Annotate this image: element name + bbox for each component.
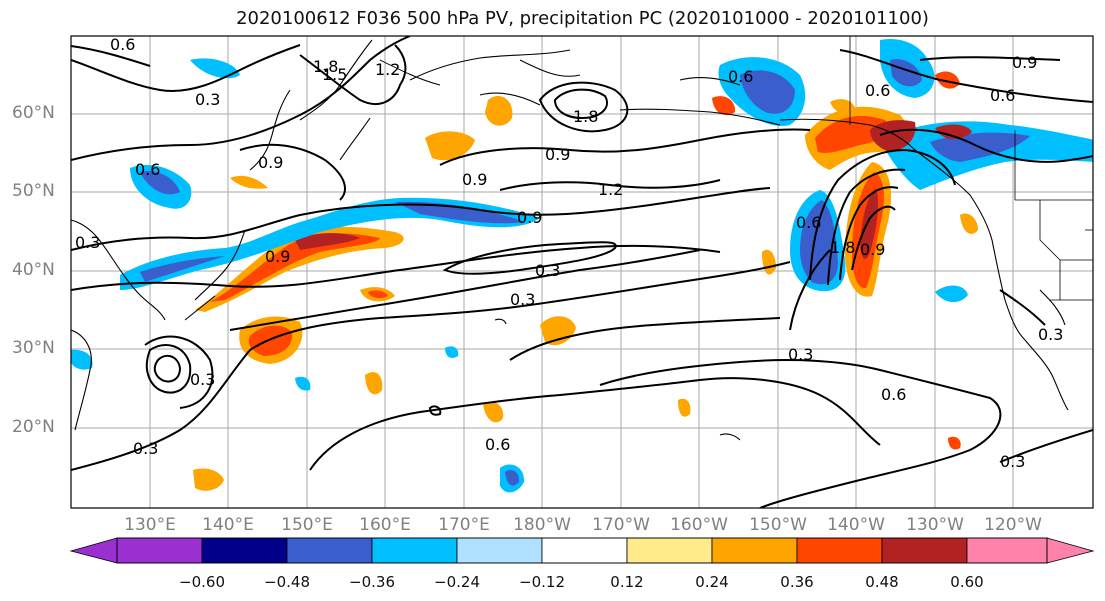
colorbar-tick-label: 0.12 xyxy=(610,573,644,591)
contour-label: 1.8 xyxy=(830,238,855,257)
lat-label-60n: 60°N xyxy=(12,103,55,123)
contour-label: 0.6 xyxy=(485,435,510,454)
contour-label: 1.5 xyxy=(322,65,347,84)
lon-label-140e: 140°E xyxy=(202,515,254,535)
contour-label: 0.3 xyxy=(535,261,560,280)
coastlines xyxy=(71,39,1069,441)
lon-label-170w: 170°W xyxy=(592,515,650,535)
colorbar-segment xyxy=(456,537,543,564)
colorbar-segment xyxy=(69,537,118,564)
lat-label-30n: 30°N xyxy=(12,338,55,358)
contour-label: 1.8 xyxy=(573,107,598,126)
lon-label-150w: 150°W xyxy=(749,515,807,535)
map-title: 2020100612 F036 500 hPa PV, precipitatio… xyxy=(236,8,929,29)
colorbar-tick-label: −0.12 xyxy=(519,573,565,591)
colorbar-segment xyxy=(541,537,628,564)
contour-label: 0.3 xyxy=(133,439,158,458)
colorbar-tick-label: 0.36 xyxy=(780,573,814,591)
colorbar-segment xyxy=(286,537,373,564)
contour-label: 0.6 xyxy=(110,35,135,54)
lon-label-160w: 160°W xyxy=(670,515,728,535)
colorbar-tick-label: −0.48 xyxy=(264,573,310,591)
colorbar-tick-label: −0.60 xyxy=(179,573,225,591)
lon-label-130e: 130°E xyxy=(124,515,176,535)
contour-label: 1.2 xyxy=(375,60,400,79)
lon-label-140w: 140°W xyxy=(827,515,885,535)
lon-label-150e: 150°E xyxy=(281,515,333,535)
contour-label: 0.6 xyxy=(990,86,1015,105)
contour-label: 0.9 xyxy=(258,153,283,172)
contour-label: 0.3 xyxy=(75,233,100,252)
contour-label: 1.8 xyxy=(313,57,338,76)
lon-label-170e: 170°E xyxy=(438,515,490,535)
colorbar-segment xyxy=(626,537,713,564)
colorbar-segment xyxy=(371,537,458,564)
pv-contours xyxy=(71,36,1093,508)
contour-label: 0.3 xyxy=(195,90,220,109)
contour-label: 0.6 xyxy=(881,385,906,404)
lon-label-180w: 180°W xyxy=(513,515,571,535)
contour-label: 0.6 xyxy=(796,213,821,232)
colorbar-tick-label: 0.24 xyxy=(695,573,729,591)
contour-label: 0.3 xyxy=(1038,325,1063,344)
colorbar-segment xyxy=(201,537,288,564)
contour-label: 0.3 xyxy=(788,345,813,364)
contour-label: 0.3 xyxy=(510,290,535,309)
colorbar-segment xyxy=(881,537,968,564)
lat-label-20n: 20°N xyxy=(12,417,55,437)
lat-label-50n: 50°N xyxy=(12,181,55,201)
map-background xyxy=(71,36,1093,508)
colorbar-segment xyxy=(1046,537,1095,564)
colorbar-tick-label: −0.36 xyxy=(349,573,395,591)
lon-label-120w: 120°W xyxy=(984,515,1042,535)
contour-label: 0.9 xyxy=(265,247,290,266)
contour-labels: 0.6 1.8 1.5 1.2 0.3 1.8 0.6 0.9 0.6 0.9 … xyxy=(75,35,1063,471)
precip-shading xyxy=(71,38,1093,493)
contour-label: 0.9 xyxy=(860,240,885,259)
colorbar-tick-label: 0.60 xyxy=(950,573,984,591)
colorbar-tick-label: 0.48 xyxy=(865,573,899,591)
map-frame xyxy=(70,35,1094,509)
lon-label-160e: 160°E xyxy=(359,515,411,535)
contour-label: 0.6 xyxy=(728,67,753,86)
lat-label-40n: 40°N xyxy=(12,260,55,280)
contour-label: 0.9 xyxy=(517,208,542,227)
lon-label-130w: 130°W xyxy=(906,515,964,535)
colorbar-segment xyxy=(796,537,883,564)
contour-label: 0.9 xyxy=(545,145,570,164)
colorbar xyxy=(69,537,1095,564)
thin-contours xyxy=(379,59,581,86)
colorbar-segment xyxy=(966,537,1048,564)
colorbar-segment xyxy=(116,537,203,564)
colorbar-outline xyxy=(116,537,1048,564)
borders xyxy=(849,36,1093,301)
colorbar-tick-label: −0.24 xyxy=(434,573,480,591)
contour-label: 0.3 xyxy=(190,370,215,389)
contour-label: 0.6 xyxy=(865,81,890,100)
contour-label: 1.2 xyxy=(598,180,623,199)
contour-label: 0.9 xyxy=(1012,53,1037,72)
contour-label: 0.3 xyxy=(1000,452,1025,471)
contour-label: 0.6 xyxy=(135,160,160,179)
contour-label: 0.9 xyxy=(462,170,487,189)
colorbar-segment xyxy=(711,537,798,564)
